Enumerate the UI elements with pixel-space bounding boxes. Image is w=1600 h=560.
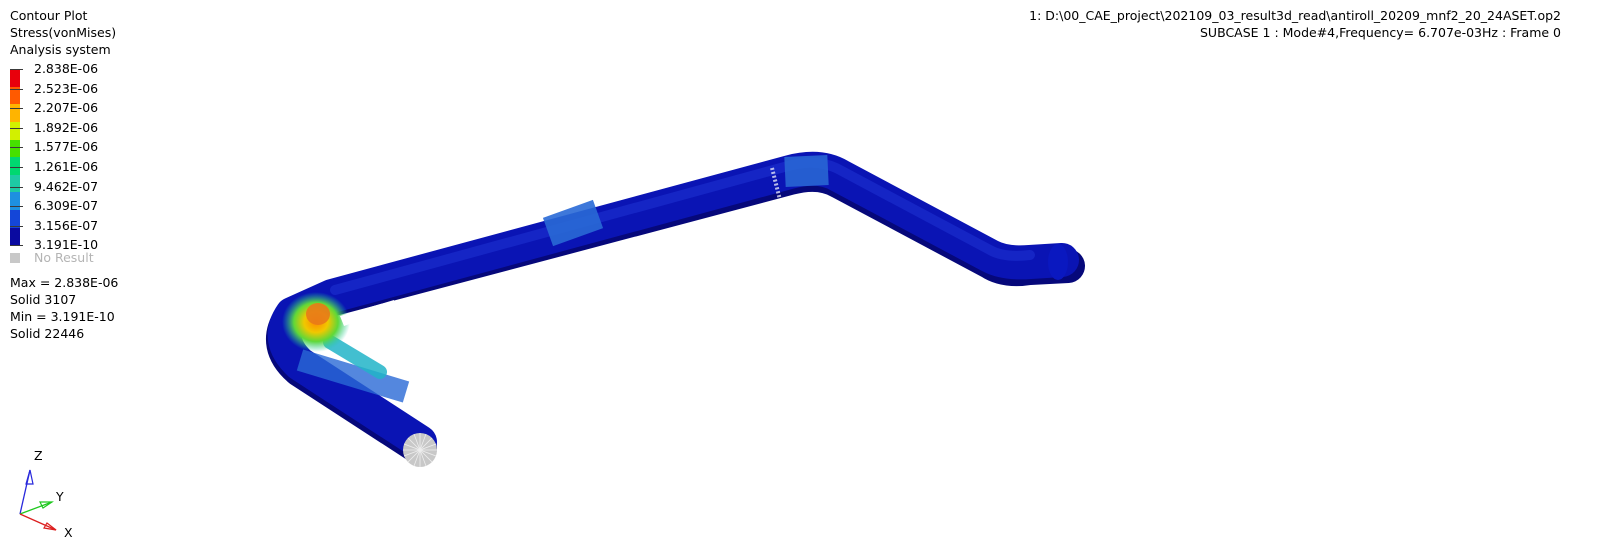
mesh-seam-right — [770, 167, 782, 201]
no-result-entry: No Result — [10, 251, 210, 265]
legend-band — [10, 86, 20, 105]
stress-band-mid — [542, 199, 604, 247]
legend-value-label: 3.156E-07 — [34, 217, 99, 233]
model-file-path: 1: D:\00_CAE_project\202109_03_result3d_… — [1029, 8, 1561, 23]
legend-tick — [10, 147, 23, 149]
legend-band — [10, 174, 20, 193]
mesh-gap — [340, 300, 394, 326]
legend-tick — [10, 167, 23, 168]
subcase-info: SUBCASE 1 : Mode#4,Frequency= 6.707e-03H… — [1200, 25, 1561, 40]
legend-value-label: 6.309E-07 — [34, 198, 99, 214]
axis-triad[interactable]: Z Y X — [14, 448, 94, 548]
legend-tick — [10, 206, 23, 208]
stress-band-left-arm — [296, 349, 410, 403]
max-element: Solid 3107 — [10, 292, 77, 307]
legend-band — [10, 139, 20, 158]
max-stress-core — [306, 303, 330, 325]
no-result-label: No Result — [34, 250, 94, 266]
end-cap-left[interactable] — [403, 433, 437, 467]
legend-value-label: 3.191E-10 — [34, 237, 99, 253]
triad-x-label: X — [64, 525, 73, 540]
legend-band — [10, 69, 20, 88]
no-result-swatch — [10, 253, 20, 264]
legend-tick — [10, 225, 23, 227]
legend-tick — [10, 127, 23, 129]
legend-band — [10, 210, 20, 229]
legend-band — [10, 227, 20, 246]
legend-value-label: 2.207E-06 — [34, 100, 99, 116]
legend-tick — [10, 245, 23, 247]
plot-info: Contour Plot Stress(vonMises) Analysis s… — [10, 7, 116, 58]
stress-band-left-arm-2 — [323, 335, 387, 379]
legend-tick — [10, 186, 23, 188]
triad-y-label: Y — [56, 489, 64, 504]
max-value: Max = 2.838E-06 — [10, 275, 119, 290]
legend-band — [10, 157, 20, 176]
legend-value-label: 1.261E-06 — [34, 159, 99, 174]
legend-color-bar — [10, 69, 20, 246]
legend-value-label: 1.892E-06 — [34, 119, 99, 135]
triad-graphic — [19, 469, 57, 531]
min-element: Solid 22446 — [10, 326, 85, 341]
legend-value-label: 9.462E-07 — [34, 178, 99, 194]
legend-tick — [10, 88, 23, 90]
legend-tick — [10, 69, 23, 70]
min-value: Min = 3.191E-10 — [10, 309, 115, 324]
min-max-stats: Max = 2.838E-06 Solid 3107 Min = 3.191E-… — [10, 274, 118, 342]
coordinate-system: Analysis system — [10, 42, 111, 57]
legend-value-label: 1.577E-06 — [34, 139, 99, 155]
triad-z-label: Z — [34, 448, 43, 463]
legend-band — [10, 192, 20, 211]
legend-band — [10, 104, 20, 123]
plot-title: Contour Plot — [10, 8, 88, 23]
legend-value-label: 2.838E-06 — [34, 61, 99, 76]
model-info: 1: D:\00_CAE_project\202109_03_result3d_… — [1029, 7, 1561, 41]
result-type: Stress(vonMises) — [10, 25, 117, 40]
legend-value-label: 2.523E-06 — [34, 80, 99, 96]
stress-band-right-bend — [784, 155, 829, 187]
legend-tick — [10, 108, 23, 110]
end-cap-right[interactable] — [1048, 244, 1068, 280]
legend-band — [10, 121, 20, 141]
